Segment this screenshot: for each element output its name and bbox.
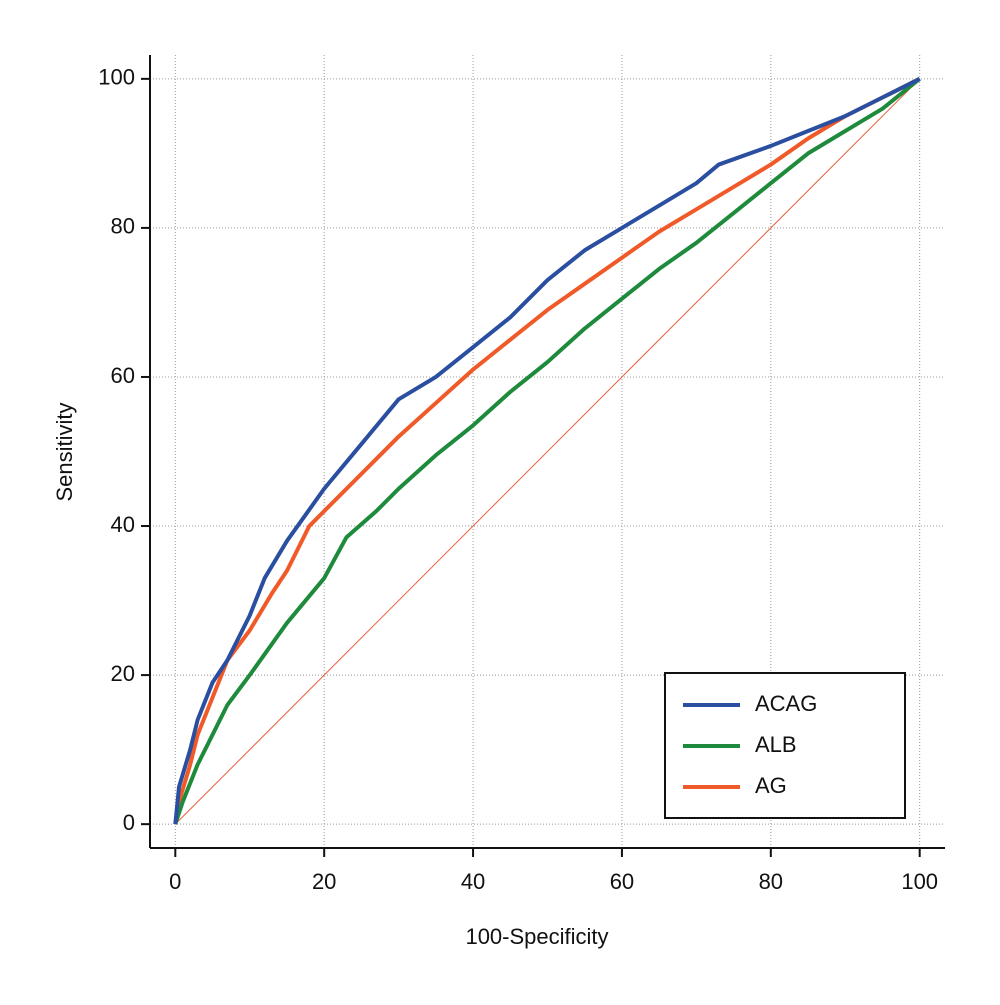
y-tick-label: 100 — [98, 65, 135, 90]
x-tick-label: 0 — [169, 869, 181, 894]
y-tick-label: 0 — [123, 810, 135, 835]
x-tick-label: 80 — [759, 869, 783, 894]
roc-curve — [173, 77, 921, 825]
y-tick-label: 60 — [111, 363, 135, 388]
x-tick-label: 100 — [901, 869, 938, 894]
y-tick-label: 80 — [111, 214, 135, 239]
y-tick-label: 20 — [111, 661, 135, 686]
roc-curve — [173, 77, 921, 825]
x-tick-label: 20 — [312, 869, 336, 894]
legend-label: ACAG — [755, 691, 817, 716]
y-axis-title: Sensitivity — [52, 402, 77, 501]
roc-curve — [173, 77, 921, 825]
legend-label: ALB — [755, 732, 797, 757]
y-tick-label: 40 — [111, 512, 135, 537]
reference-line — [174, 78, 921, 825]
x-tick-label: 60 — [610, 869, 634, 894]
x-axis-title: 100-Specificity — [465, 924, 608, 949]
legend-label: AG — [755, 773, 787, 798]
x-tick-label: 40 — [461, 869, 485, 894]
